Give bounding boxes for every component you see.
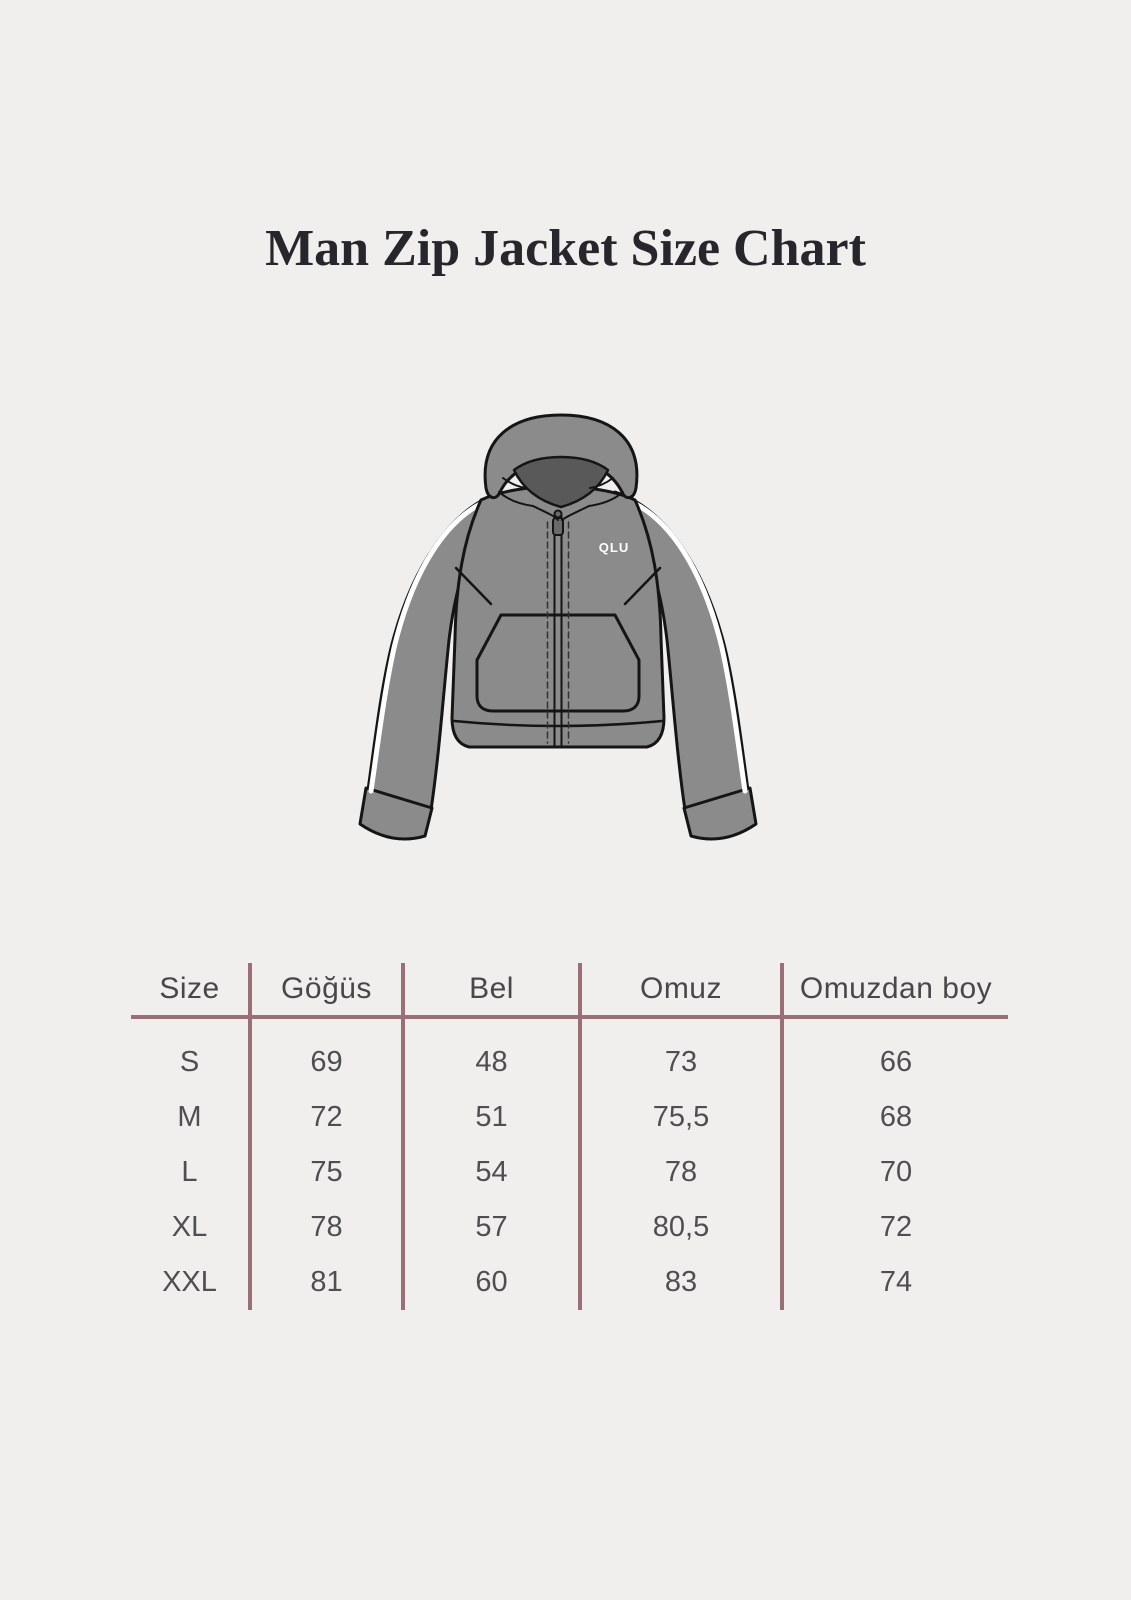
jacket-drawing-icon: QLU xyxy=(358,413,757,841)
table-cell: 80,5 xyxy=(578,1200,780,1255)
jacket-pocket xyxy=(475,613,640,713)
row-label-s: S xyxy=(179,1046,200,1078)
jacket-hood-opening xyxy=(512,455,609,509)
table-cell: 78 xyxy=(578,1145,780,1200)
jacket-illustration: QLU xyxy=(351,400,781,846)
jacket-logo: QLU xyxy=(598,540,628,555)
table-cell: 74 xyxy=(780,1255,1008,1310)
table-cell: 78 xyxy=(248,1200,401,1255)
row-label-xl: XL xyxy=(171,1211,208,1243)
table-cell: 72 xyxy=(780,1200,1008,1255)
spacer xyxy=(780,1019,1008,1035)
table-cell: 75,5 xyxy=(578,1090,780,1145)
table-cell: 48 xyxy=(401,1035,578,1090)
column-header-size: Size xyxy=(131,963,248,1019)
row-label-l: L xyxy=(181,1156,198,1188)
table-cell: 60 xyxy=(401,1255,578,1310)
page-title: Man Zip Jacket Size Chart xyxy=(265,220,866,277)
table-cell: 72 xyxy=(248,1090,401,1145)
row-label-xxl: XXL xyxy=(162,1266,217,1298)
column-header-gogus: Göğüs xyxy=(248,963,401,1019)
jacket-zipper xyxy=(546,509,569,746)
table-cell: 68 xyxy=(780,1090,1008,1145)
size-table: Size Göğüs Bel Omuz Omuzdan boy S 69 48 … xyxy=(131,963,1008,1310)
table-cell: 83 xyxy=(578,1255,780,1310)
jacket-left-seam xyxy=(454,566,492,606)
spacer xyxy=(131,1019,248,1035)
row-label-m: M xyxy=(177,1101,202,1133)
jacket-right-piping xyxy=(622,496,747,794)
jacket-hood-folds xyxy=(497,477,624,521)
table-cell: 54 xyxy=(401,1145,578,1200)
column-header-omuzdan-boy: Omuzdan boy xyxy=(780,963,1008,1019)
jacket-hem-band xyxy=(452,719,663,728)
column-header-omuz: Omuz xyxy=(578,963,780,1019)
table-cell: 75 xyxy=(248,1145,401,1200)
table-cell: 73 xyxy=(578,1035,780,1090)
jacket-right-cuff xyxy=(682,786,757,841)
jacket-left-cuff xyxy=(358,786,433,841)
table-cell: 81 xyxy=(248,1255,401,1310)
jacket-left-piping xyxy=(368,496,493,794)
spacer xyxy=(248,1019,401,1035)
spacer xyxy=(578,1019,780,1035)
table-cell: 66 xyxy=(780,1035,1008,1090)
column-header-bel: Bel xyxy=(401,963,578,1019)
size-chart-page: Man Zip Jacket Size Chart xyxy=(131,220,1008,1310)
table-cell: 57 xyxy=(401,1200,578,1255)
table-cell: 69 xyxy=(248,1035,401,1090)
spacer xyxy=(401,1019,578,1035)
jacket-right-seam xyxy=(623,566,661,606)
table-cell: 51 xyxy=(401,1090,578,1145)
table-cell: 70 xyxy=(780,1145,1008,1200)
